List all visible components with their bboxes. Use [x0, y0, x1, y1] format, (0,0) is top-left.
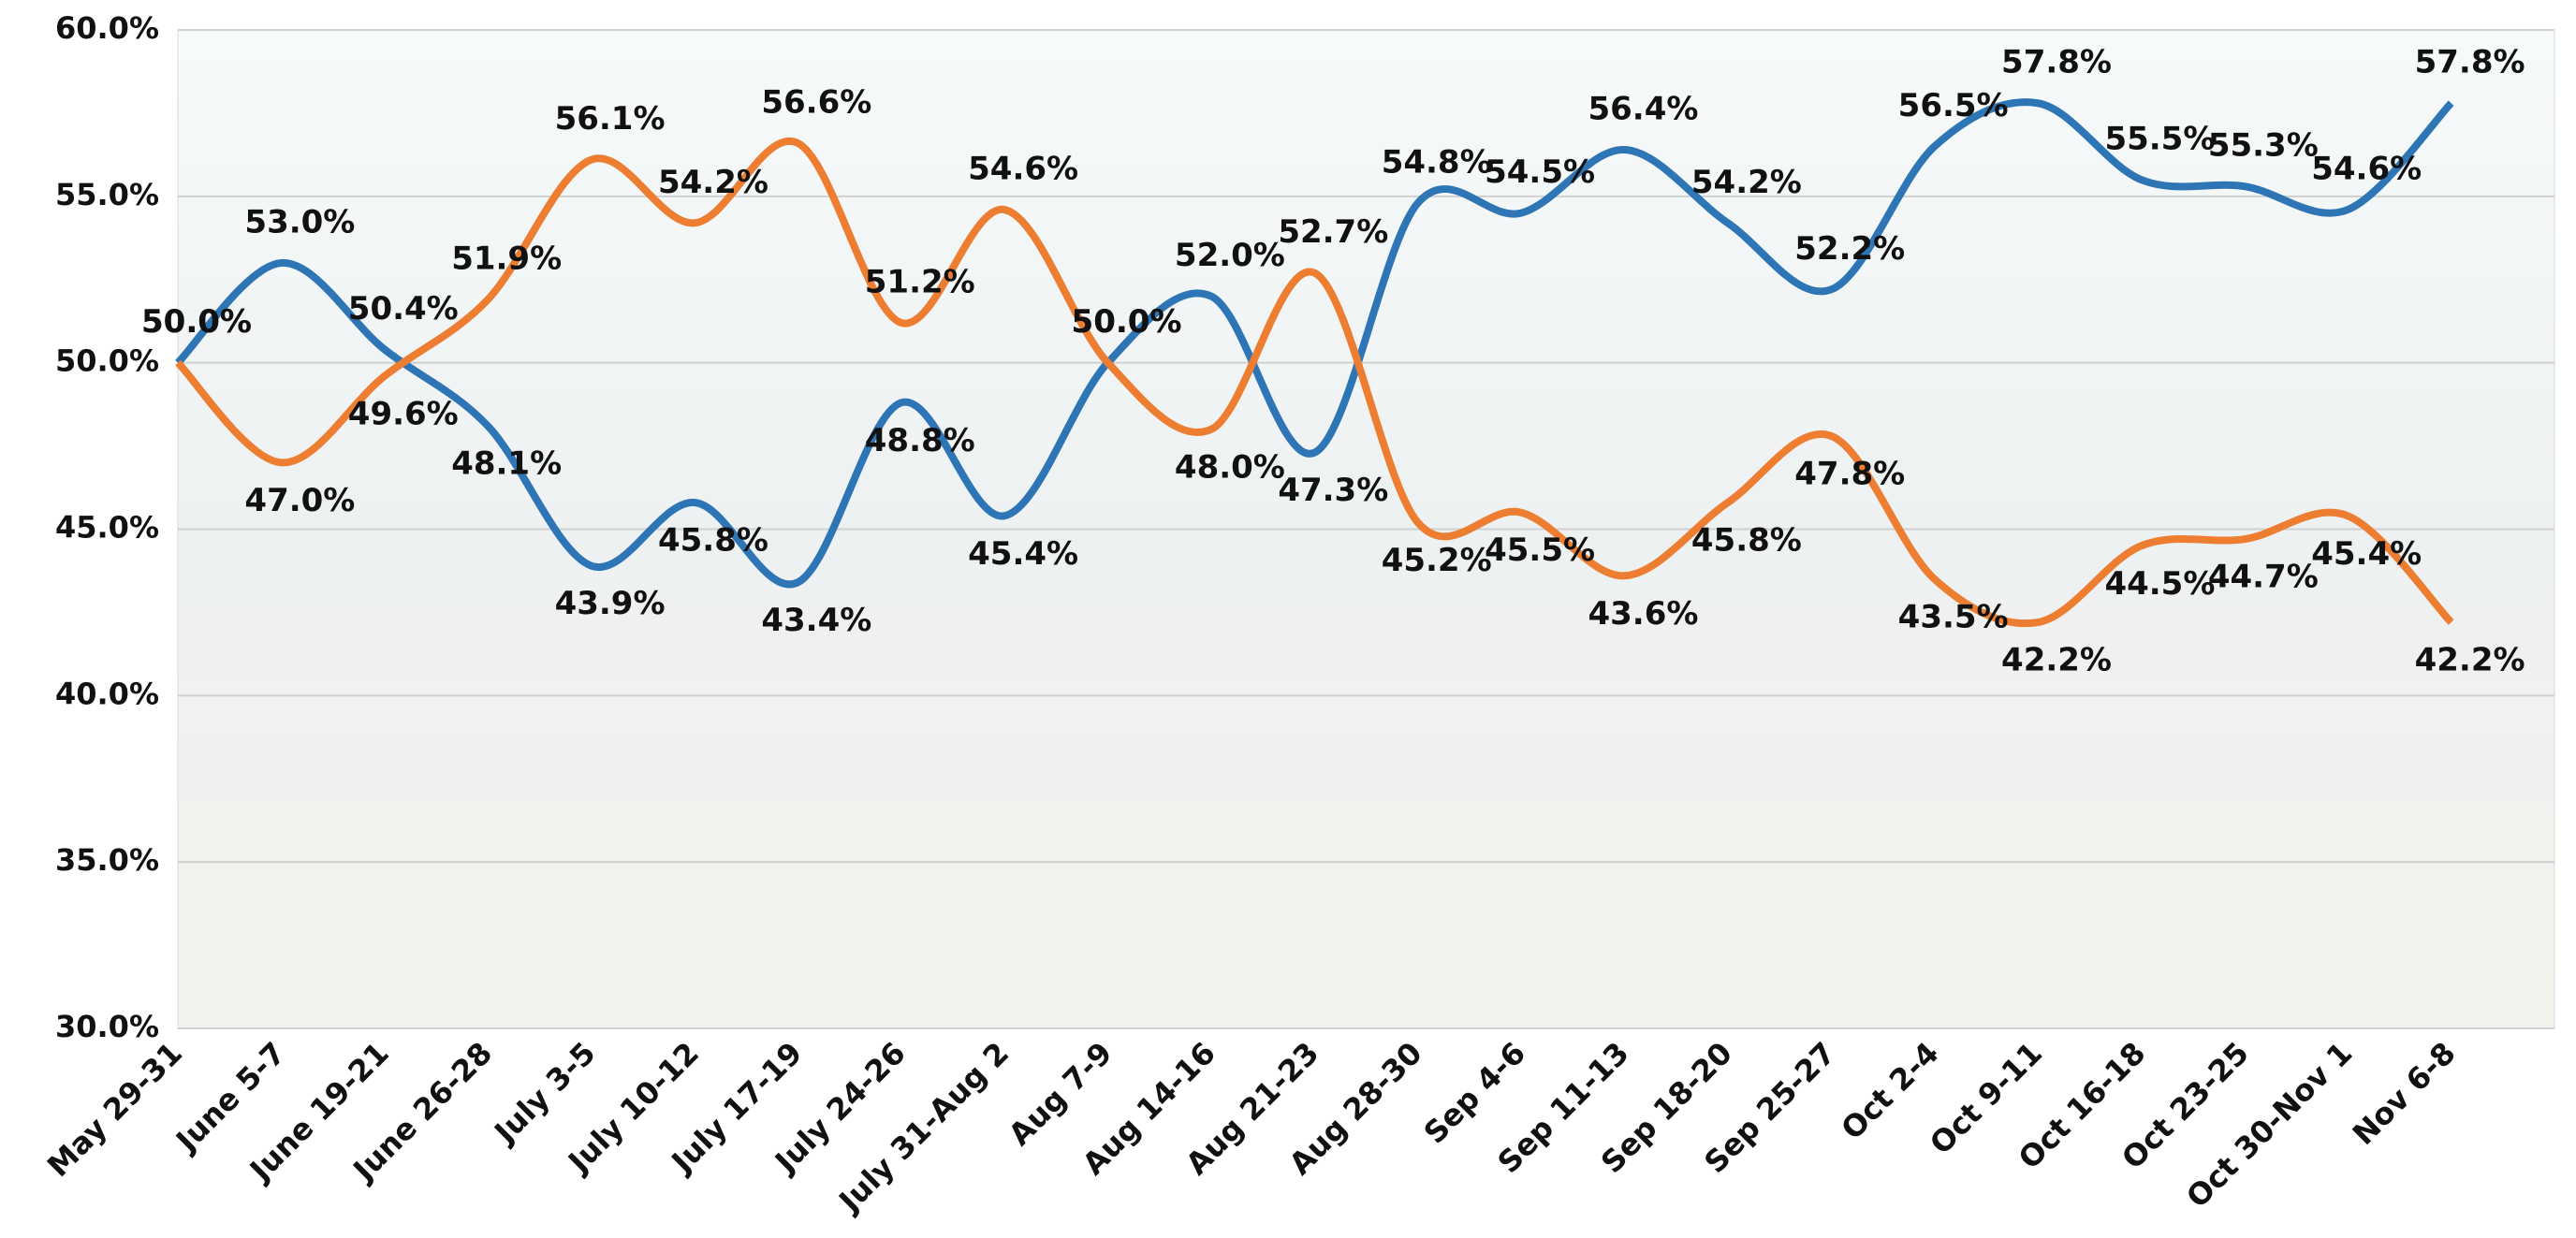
data-label: 55.3%	[2208, 127, 2319, 165]
data-label: 57.8%	[2001, 44, 2112, 81]
data-label: 45.8%	[1691, 522, 1802, 560]
data-label: 52.0%	[1175, 237, 1285, 274]
x-tick-label: May 29-31	[40, 1035, 189, 1184]
data-label: 54.2%	[658, 164, 768, 201]
data-label: 43.9%	[555, 585, 666, 622]
x-tick-label: Nov 6-8	[2346, 1035, 2463, 1152]
data-label: 56.5%	[1898, 87, 2009, 124]
data-label: 52.7%	[1278, 213, 1388, 251]
data-label: 49.6%	[348, 395, 459, 432]
data-label: 54.5%	[1485, 153, 1595, 191]
data-label: 48.0%	[1175, 448, 1285, 486]
y-tick-label: 45.0%	[55, 510, 159, 546]
data-label: 56.4%	[1588, 91, 1698, 128]
data-label: 45.8%	[658, 522, 768, 560]
data-label: 47.8%	[1794, 455, 1905, 492]
data-label: 55.5%	[2104, 121, 2215, 158]
data-label: 50.0%	[141, 303, 252, 341]
data-label: 42.2%	[2001, 642, 2112, 679]
data-label: 56.6%	[761, 83, 871, 121]
data-label: 50.0%	[141, 303, 252, 341]
data-label: 52.2%	[1794, 230, 1905, 268]
data-label: 54.6%	[968, 151, 1078, 188]
data-label: 47.0%	[244, 482, 355, 519]
data-label: 51.2%	[865, 263, 975, 300]
data-label: 43.6%	[1588, 595, 1698, 633]
data-label: 54.2%	[1691, 164, 1802, 201]
y-tick-label: 50.0%	[55, 343, 159, 379]
data-label: 45.4%	[968, 535, 1078, 573]
y-tick-label: 40.0%	[55, 676, 159, 711]
data-label: 44.7%	[2208, 559, 2319, 596]
data-label: 51.9%	[451, 240, 562, 278]
y-tick-label: 55.0%	[55, 177, 159, 212]
data-label: 42.2%	[2415, 642, 2525, 679]
y-tick-label: 30.0%	[55, 1009, 159, 1044]
data-label: 45.2%	[1382, 542, 1492, 579]
data-label: 47.3%	[1278, 472, 1388, 509]
data-label: 57.8%	[2415, 44, 2525, 81]
series-line	[175, 98, 2454, 589]
data-label: 50.0%	[1072, 303, 1182, 341]
series-line	[175, 137, 2454, 628]
data-label: 43.4%	[761, 602, 871, 639]
data-label: 45.5%	[1485, 532, 1595, 569]
data-label: 45.4%	[2311, 535, 2422, 573]
data-label: 56.1%	[555, 100, 666, 138]
y-tick-label: 60.0%	[55, 10, 159, 46]
data-label: 53.0%	[244, 203, 355, 240]
data-label: 50.4%	[348, 290, 459, 328]
data-label: 48.1%	[451, 445, 562, 483]
data-label: 50.0%	[1072, 303, 1182, 341]
data-label: 44.5%	[2104, 565, 2215, 603]
y-tick-label: 35.0%	[55, 842, 159, 878]
data-label: 43.5%	[1898, 598, 2009, 635]
data-label: 54.8%	[1382, 143, 1492, 181]
data-label: 54.6%	[2311, 151, 2422, 188]
data-label: 48.8%	[865, 422, 975, 459]
